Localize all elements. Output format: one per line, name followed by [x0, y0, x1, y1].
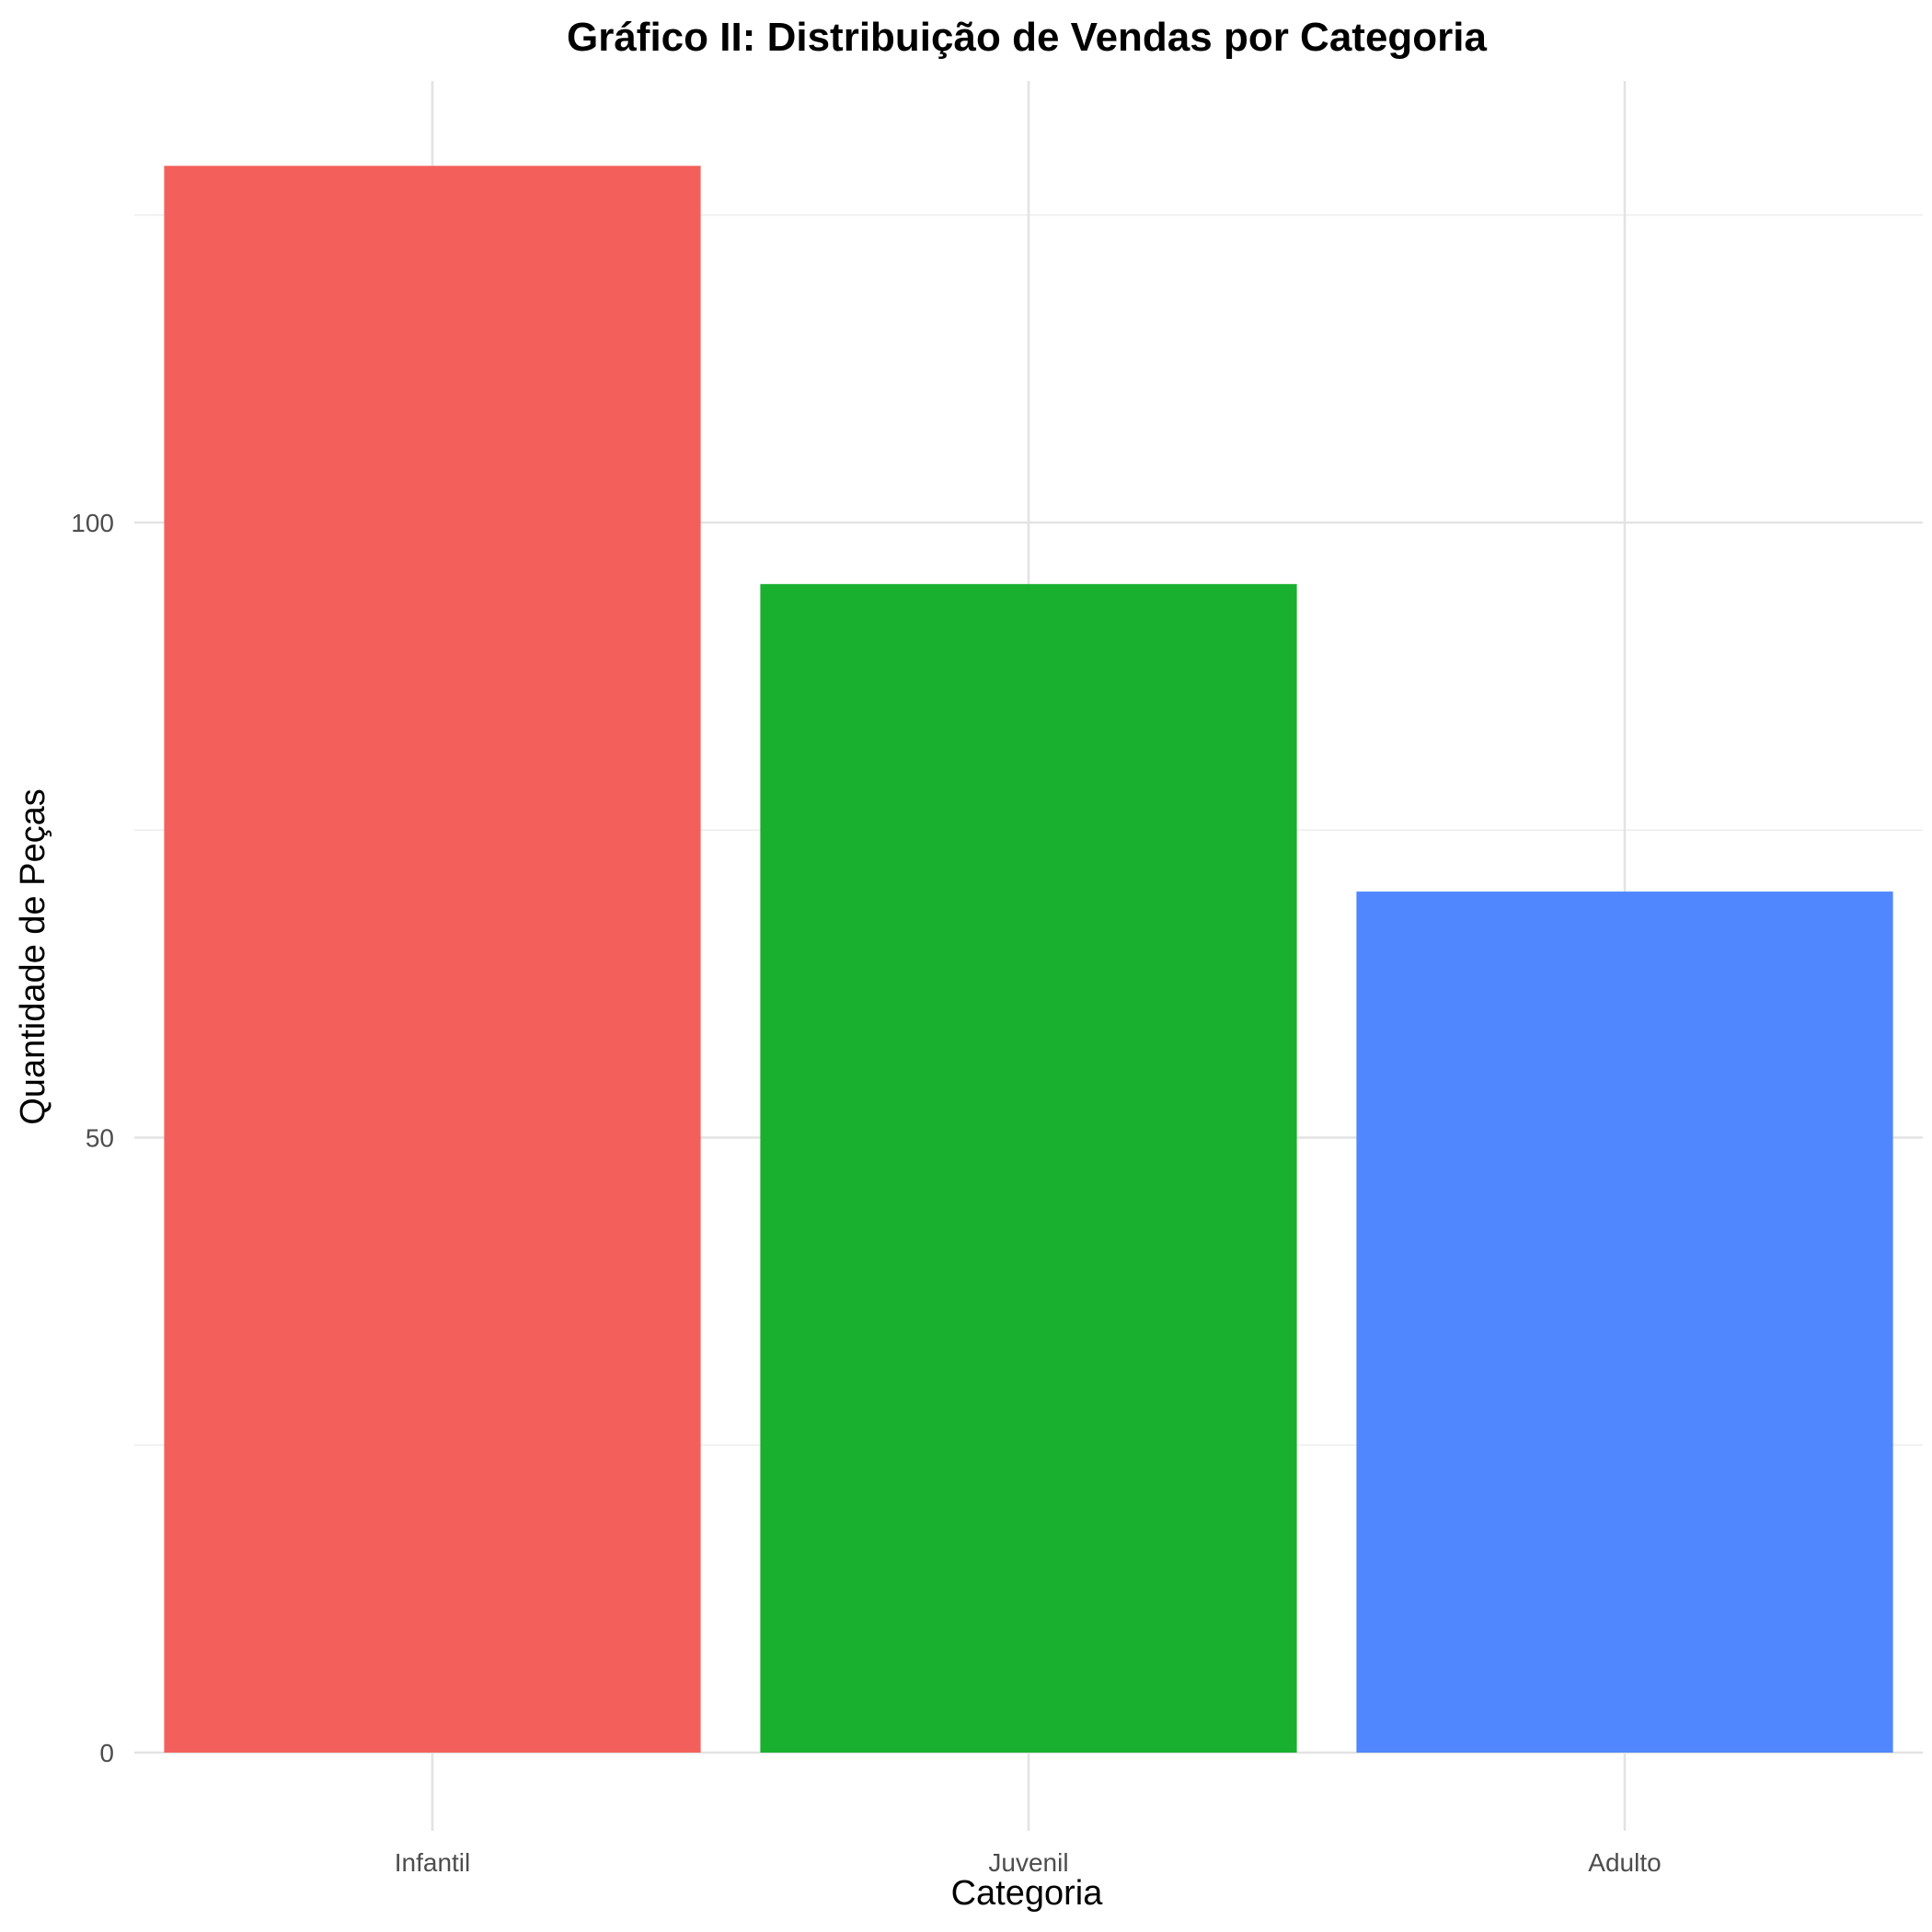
y-tick-label: 50	[86, 1124, 114, 1153]
y-axis-title: Quantidade de Peças	[14, 788, 52, 1125]
bar-juvenil	[760, 583, 1297, 1753]
x-axis-ticks: Infantil Juvenil Adulto	[395, 1848, 1662, 1877]
chart-title: Gráfico II: Distribuição de Vendas por C…	[567, 15, 1488, 60]
y-tick-label: 0	[99, 1739, 114, 1767]
x-tick-label: Adulto	[1588, 1848, 1661, 1877]
y-axis-ticks: 0 50 100	[71, 509, 114, 1767]
x-tick-label: Infantil	[395, 1848, 471, 1877]
y-tick-label: 100	[71, 509, 114, 537]
bar-adulto	[1356, 891, 1893, 1753]
x-axis-title: Categoria	[951, 1874, 1104, 1913]
x-tick-label: Juvenil	[988, 1848, 1068, 1877]
bars	[164, 166, 1893, 1753]
bar-infantil	[164, 166, 701, 1753]
